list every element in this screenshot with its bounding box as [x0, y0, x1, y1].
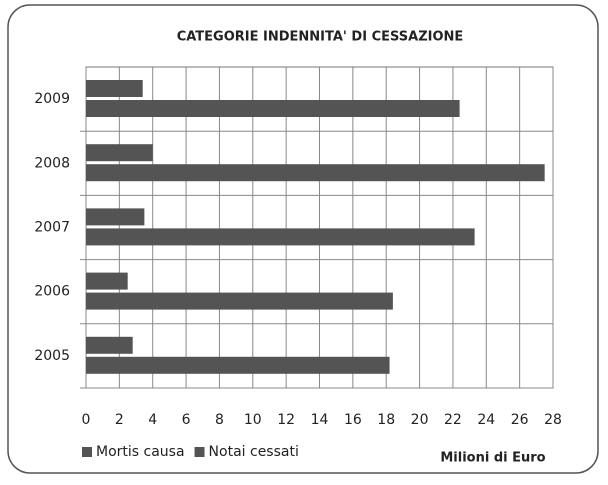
bar — [86, 164, 545, 182]
bar — [86, 228, 475, 246]
bar — [86, 208, 145, 226]
bar — [86, 144, 153, 162]
x-tick-label: 20 — [411, 412, 429, 428]
bar — [86, 292, 393, 310]
x-axis-label: Milioni di Euro — [440, 451, 545, 466]
x-tick-label: 6 — [182, 412, 191, 428]
x-tick-label: 2 — [115, 412, 124, 428]
legend-swatch — [82, 447, 92, 457]
y-tick-label: 2007 — [34, 220, 70, 236]
bar — [86, 100, 460, 117]
x-tick-label: 8 — [215, 412, 224, 428]
y-tick-label: 2008 — [34, 155, 70, 171]
x-tick-label: 24 — [477, 412, 495, 428]
bar — [86, 336, 133, 354]
x-tick-label: 4 — [148, 412, 157, 428]
y-tick-label: 2009 — [34, 91, 70, 107]
y-tick-label: 2005 — [34, 348, 70, 364]
legend-label: Mortis causa — [96, 444, 185, 460]
legend-label: Notai cessati — [209, 444, 299, 460]
legend-swatch — [194, 447, 205, 457]
x-tick-label: 10 — [244, 412, 262, 428]
bar — [86, 80, 143, 97]
chart-title: CATEGORIE INDENNITA' DI CESSAZIONE — [177, 30, 464, 45]
x-tick-label: 18 — [377, 412, 395, 428]
bar — [86, 356, 390, 374]
x-tick-label: 0 — [82, 412, 91, 428]
x-tick-label: 28 — [544, 412, 562, 428]
bar — [86, 272, 128, 290]
x-tick-label: 16 — [344, 412, 362, 428]
y-tick-label: 2006 — [34, 284, 70, 300]
x-tick-label: 22 — [444, 412, 462, 428]
x-tick-label: 26 — [511, 412, 529, 428]
x-tick-label: 12 — [277, 412, 295, 428]
x-tick-label: 14 — [311, 412, 329, 428]
